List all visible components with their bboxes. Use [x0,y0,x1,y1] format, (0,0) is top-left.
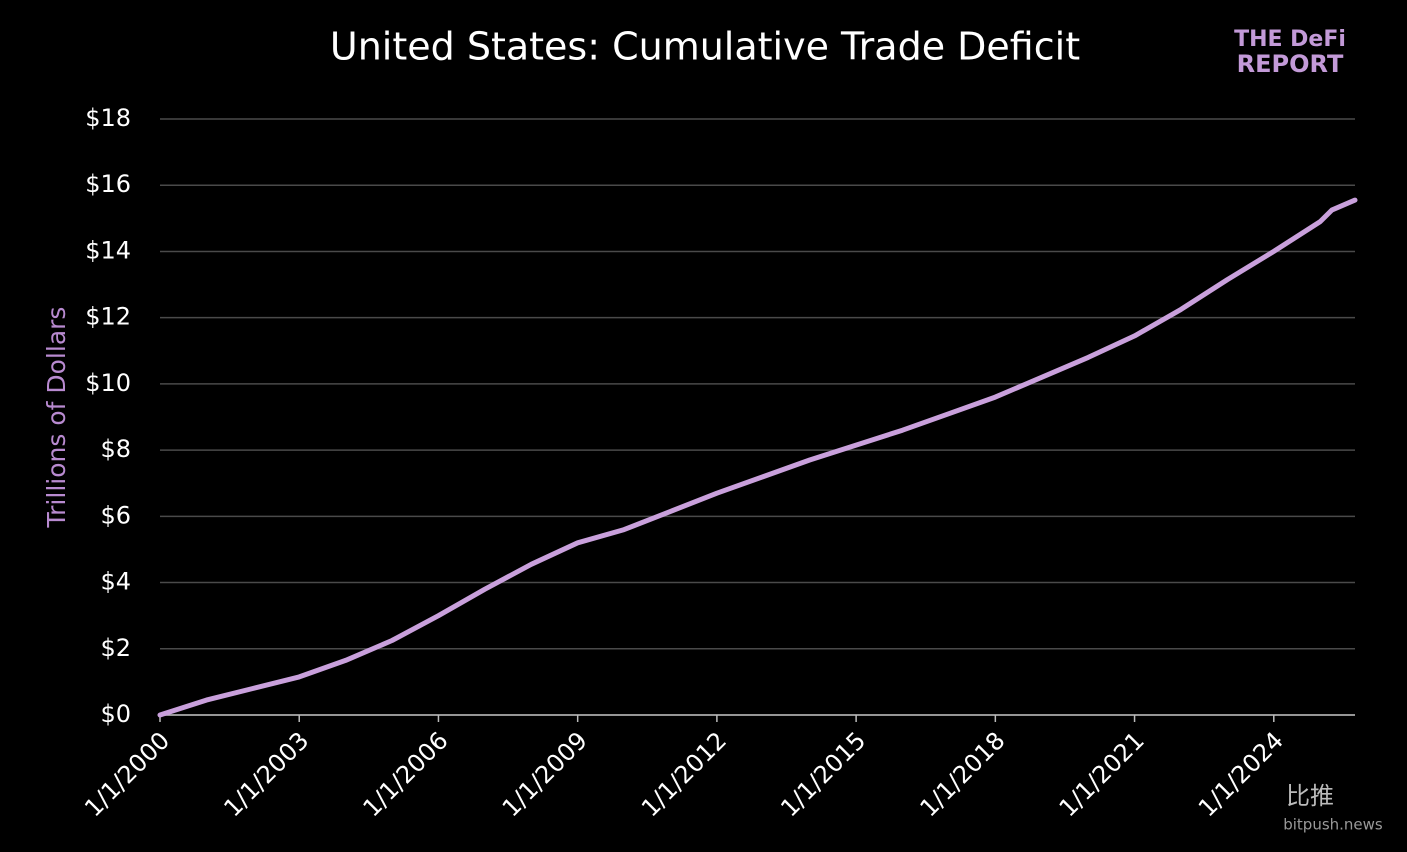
watermark-name: 比推 [1286,782,1334,810]
y-tick-label: $0 [100,700,131,728]
y-tick-label: $2 [100,634,131,662]
watermark-site: bitpush.news [1283,816,1383,834]
y-tick-label: $6 [100,501,131,529]
y-tick-label: $8 [100,435,131,463]
logo-line2: REPORT [1237,50,1344,78]
y-tick-label: $14 [85,236,131,264]
y-axis-label: Trillions of Dollars [42,307,71,529]
y-tick-label: $10 [85,369,131,397]
data-line [157,197,1358,718]
chart-title: United States: Cumulative Trade Deficit [330,25,1080,69]
y-tick-label: $18 [85,104,131,132]
y-tick-label: $12 [85,303,131,331]
logo-line1: THE DeFi [1234,27,1346,52]
y-tick-label: $16 [85,170,131,198]
y-tick-label: $4 [100,568,131,596]
